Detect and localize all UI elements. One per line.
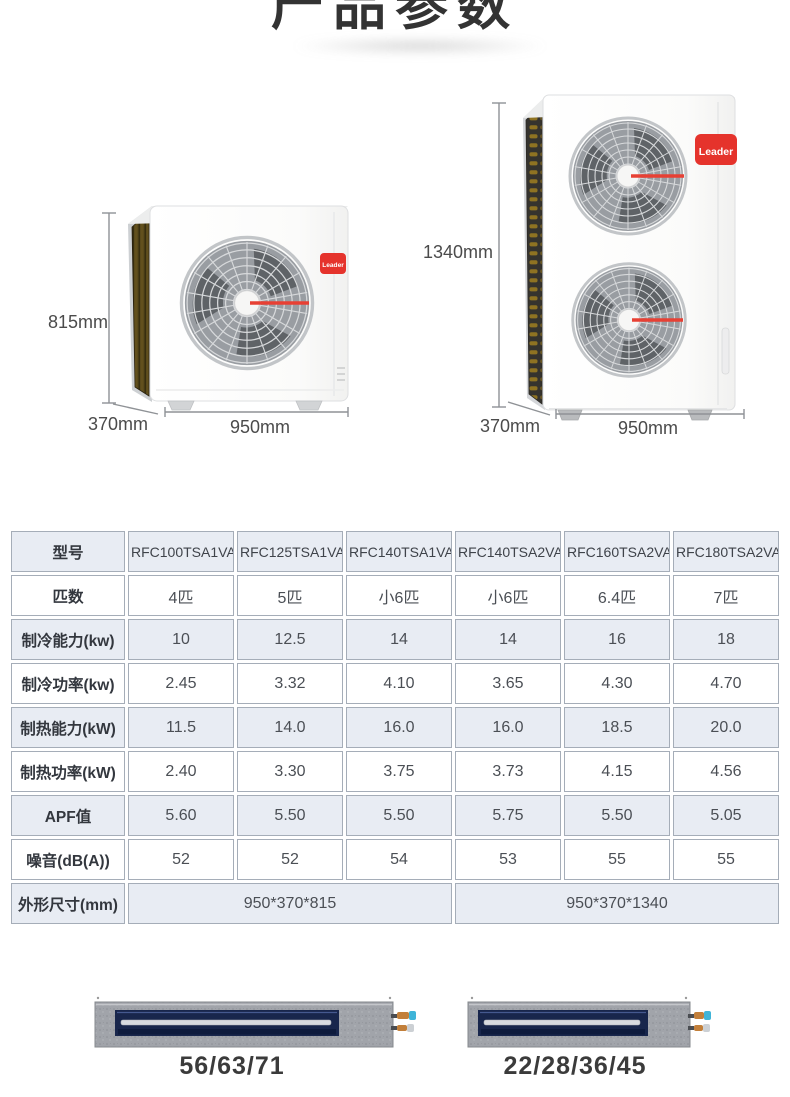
spec-cell: 4.70 — [673, 663, 779, 704]
table-row-cooling-capacity: 制冷能力(kw) 10 12.5 14 14 16 18 — [11, 619, 779, 660]
spec-cell: 3.32 — [237, 663, 343, 704]
duct-capacity-label-right: 22/28/36/45 — [503, 1052, 647, 1080]
spec-cell: 6.4匹 — [564, 575, 670, 616]
side-louver-grille — [525, 103, 543, 405]
outlet-vane-bar — [120, 1019, 332, 1026]
spec-cell: 12.5 — [237, 619, 343, 660]
spec-cell: 10 — [128, 619, 234, 660]
spec-cell: 7匹 — [673, 575, 779, 616]
indoor-duct-units-figure — [94, 996, 711, 1048]
spec-cell: 52 — [237, 839, 343, 880]
leader-logo: Leader — [695, 134, 737, 165]
spec-cell: 54 — [346, 839, 452, 880]
side-coil-grille — [131, 211, 150, 397]
spec-cell: RFC140TSA1VA — [346, 531, 452, 572]
spec-cell: 5匹 — [237, 575, 343, 616]
spec-cell: 52 — [128, 839, 234, 880]
small-depth-label: 370mm — [88, 414, 148, 434]
outdoor-units-figure: Leader 815mm 370mm 950mm — [48, 94, 745, 438]
spec-cell-merged: 950*370*815 — [128, 883, 452, 924]
duct-capacity-label-left: 56/63/71 — [179, 1052, 285, 1080]
large-depth-label: 370mm — [480, 416, 540, 436]
large-unit-dimension-lines — [492, 102, 745, 419]
spec-row-label: 匹数 — [11, 575, 125, 616]
spec-cell: 16.0 — [346, 707, 452, 748]
large-width-label: 950mm — [618, 418, 678, 438]
spec-row-label: APF值 — [11, 795, 125, 836]
spec-row-label: 噪音(dB(A)) — [11, 839, 125, 880]
spec-cell: 16 — [564, 619, 670, 660]
spec-cell: 11.5 — [128, 707, 234, 748]
spec-cell: RFC140TSA2VA — [455, 531, 561, 572]
spec-cell: 14 — [346, 619, 452, 660]
spec-cell: RFC100TSA1VA — [128, 531, 234, 572]
spec-cell: 14.0 — [237, 707, 343, 748]
outdoor-unit-small-image: Leader — [128, 205, 349, 411]
small-width-label: 950mm — [230, 417, 290, 437]
outdoor-unit-large-image: Leader — [523, 94, 737, 421]
spec-cell: 5.50 — [564, 795, 670, 836]
spec-cell: 5.05 — [673, 795, 779, 836]
spec-cell: 4.30 — [564, 663, 670, 704]
table-row-heating-power: 制热功率(kW) 2.40 3.30 3.75 3.73 4.15 4.56 — [11, 751, 779, 792]
spec-row-label: 制冷功率(kw) — [11, 663, 125, 704]
spec-cell: 55 — [673, 839, 779, 880]
spec-cell: 5.50 — [237, 795, 343, 836]
spec-cell: 小6匹 — [346, 575, 452, 616]
spec-cell: 5.60 — [128, 795, 234, 836]
spec-cell: 55 — [564, 839, 670, 880]
spec-cell: 4.10 — [346, 663, 452, 704]
table-row-dimensions: 外形尺寸(mm) 950*370*815 950*370*1340 — [11, 883, 779, 924]
spec-cell: 53 — [455, 839, 561, 880]
spec-row-label: 外形尺寸(mm) — [11, 883, 125, 924]
duct-unit-small-image — [467, 996, 711, 1048]
svg-text:Leader: Leader — [322, 262, 344, 269]
spec-cell: 5.75 — [455, 795, 561, 836]
title-shadow — [290, 38, 550, 54]
table-row-cooling-power: 制冷功率(kw) 2.45 3.32 4.10 3.65 4.30 4.70 — [11, 663, 779, 704]
small-height-label: 815mm — [48, 312, 108, 332]
spec-cell-merged: 950*370*1340 — [455, 883, 779, 924]
spec-row-label: 制热能力(kW) — [11, 707, 125, 748]
table-row-hp: 匹数 4匹 5匹 小6匹 小6匹 6.4匹 7匹 — [11, 575, 779, 616]
spec-cell: 小6匹 — [455, 575, 561, 616]
spec-row-label: 制热功率(kW) — [11, 751, 125, 792]
spec-cell: 18.5 — [564, 707, 670, 748]
spec-cell: RFC160TSA2VA — [564, 531, 670, 572]
spec-cell: 5.50 — [346, 795, 452, 836]
table-row-noise: 噪音(dB(A)) 52 52 54 53 55 55 — [11, 839, 779, 880]
duct-unit-large-image — [94, 996, 416, 1048]
spec-cell: 4.15 — [564, 751, 670, 792]
table-row-model: 型号 RFC100TSA1VA RFC125TSA1VA RFC140TSA1V… — [11, 531, 779, 572]
spec-cell: 4.56 — [673, 751, 779, 792]
leader-logo: Leader — [320, 253, 346, 274]
refrigerant-pipes — [688, 1011, 711, 1032]
outlet-vane-bar — [483, 1019, 641, 1026]
refrigerant-pipes — [391, 1011, 416, 1032]
spec-cell: 3.30 — [237, 751, 343, 792]
svg-text:Leader: Leader — [699, 146, 733, 158]
table-row-apf: APF值 5.60 5.50 5.50 5.75 5.50 5.05 — [11, 795, 779, 836]
spec-cell: 20.0 — [673, 707, 779, 748]
spec-cell: RFC125TSA1VA — [237, 531, 343, 572]
spec-cell: RFC180TSA2VA — [673, 531, 779, 572]
spec-cell: 3.65 — [455, 663, 561, 704]
small-unit-dimension-lines — [102, 212, 349, 417]
spec-row-label: 型号 — [11, 531, 125, 572]
spec-cell: 3.73 — [455, 751, 561, 792]
spec-cell: 2.45 — [128, 663, 234, 704]
page-title: 产品参数 — [271, 0, 519, 36]
table-row-heating-capacity: 制热能力(kW) 11.5 14.0 16.0 16.0 18.5 20.0 — [11, 707, 779, 748]
spec-cell: 2.40 — [128, 751, 234, 792]
spec-cell: 4匹 — [128, 575, 234, 616]
spec-cell: 16.0 — [455, 707, 561, 748]
spec-cell: 18 — [673, 619, 779, 660]
spec-row-label: 制冷能力(kw) — [11, 619, 125, 660]
large-height-label: 1340mm — [423, 242, 493, 262]
spec-cell: 14 — [455, 619, 561, 660]
spec-table: 型号 RFC100TSA1VA RFC125TSA1VA RFC140TSA1V… — [8, 528, 782, 927]
spec-cell: 3.75 — [346, 751, 452, 792]
